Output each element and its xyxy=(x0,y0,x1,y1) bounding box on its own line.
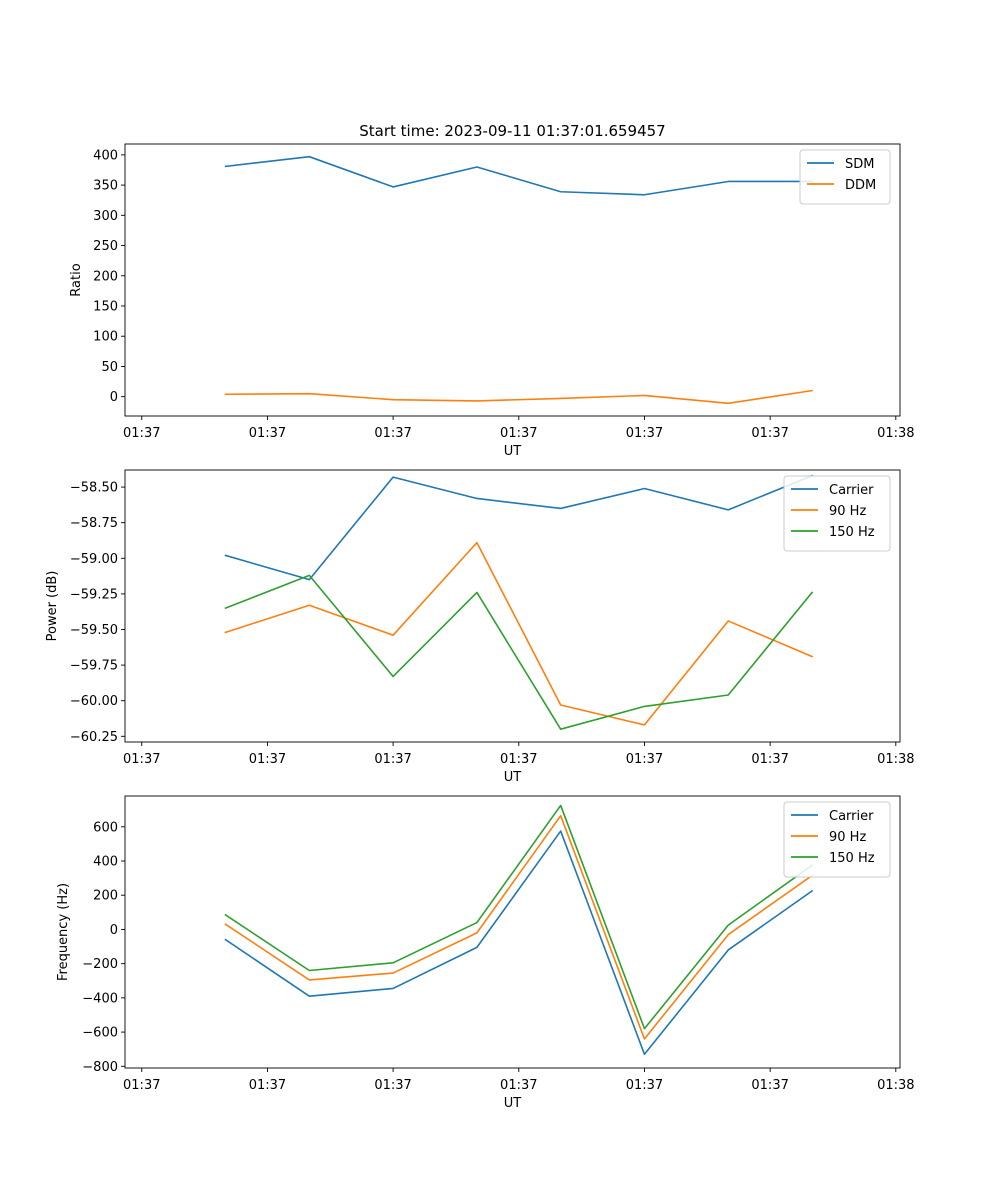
y-tick-label: 350 xyxy=(93,179,118,194)
x-tick-label: 01:37 xyxy=(626,752,663,767)
y-tick-label: −59.00 xyxy=(70,552,118,567)
series-line-carrier xyxy=(224,474,814,581)
x-tick-label: 01:37 xyxy=(626,1078,663,1093)
y-tick-label: −58.75 xyxy=(70,516,118,531)
x-tick-label: 01:37 xyxy=(374,752,411,767)
x-tick-label: 01:38 xyxy=(877,752,914,767)
y-tick-label: 250 xyxy=(93,239,118,254)
x-tick-label: 01:38 xyxy=(877,1078,914,1093)
ratio-chart: 0 50 100 150 200 250 300 350 400 01:37 01:37 01:37 0… xyxy=(69,143,915,459)
figure-title: Start time: 2023-09-11 01:37:01.659457 xyxy=(359,122,665,140)
x-axis-label: UT xyxy=(504,444,522,459)
y-tick-label: 0 xyxy=(110,390,118,405)
legend-label: Carrier xyxy=(829,809,874,824)
series-line-carrier xyxy=(224,830,814,1056)
x-tick-label: 01:37 xyxy=(249,426,286,441)
y-tick-label: −60.25 xyxy=(70,730,118,745)
y-tick-label: 50 xyxy=(101,360,118,375)
legend-label: SDM xyxy=(845,157,874,172)
x-axis-label: UT xyxy=(504,770,522,785)
frequency-chart: −800 −600 −400 −200 0 200 400 600 01:37 01:37 01:3… xyxy=(56,795,915,1111)
y-tick-label: −59.75 xyxy=(70,659,118,674)
x-tick-label: 01:37 xyxy=(751,1078,788,1093)
y-axis-label: Ratio xyxy=(69,263,84,296)
x-tick-label: 01:37 xyxy=(249,1078,286,1093)
legend-label: 150 Hz xyxy=(829,851,875,866)
y-tick-label: 200 xyxy=(93,889,118,904)
y-axis-label: Frequency (Hz) xyxy=(56,883,71,981)
x-tick-label: 01:37 xyxy=(374,1078,411,1093)
y-tick-label: 400 xyxy=(93,855,118,870)
legend-label: DDM xyxy=(845,178,876,193)
x-tick-label: 01:37 xyxy=(123,1078,160,1093)
x-tick-label: 01:37 xyxy=(626,426,663,441)
y-tick-label: −600 xyxy=(82,1026,118,1041)
y-tick-label: −60.00 xyxy=(70,694,118,709)
y-tick-label: −800 xyxy=(82,1060,118,1075)
power-chart: −60.25 −60.00 −59.75 −59.50 −59.25 −59.00 −58.… xyxy=(45,469,915,785)
y-tick-label: 200 xyxy=(93,269,118,284)
y-tick-label: −400 xyxy=(82,991,118,1006)
legend-label: Carrier xyxy=(829,483,874,498)
axes-frame xyxy=(124,143,901,417)
legend-label: 150 Hz xyxy=(829,525,875,540)
y-tick-label: −59.50 xyxy=(70,623,118,638)
series-line-sdm xyxy=(224,155,813,196)
y-axis-label: Power (dB) xyxy=(45,571,60,642)
x-tick-label: 01:37 xyxy=(500,752,537,767)
series-line-90-hz xyxy=(224,541,814,726)
y-tick-label: 150 xyxy=(93,299,118,314)
series-line-ddm xyxy=(224,389,813,405)
axes-frame xyxy=(124,469,901,743)
y-tick-label: 400 xyxy=(93,148,118,163)
x-tick-label: 01:37 xyxy=(374,426,411,441)
y-tick-label: 600 xyxy=(93,820,118,835)
x-tick-label: 01:37 xyxy=(500,1078,537,1093)
x-axis-label: UT xyxy=(504,1096,522,1111)
y-tick-label: −200 xyxy=(82,957,118,972)
legend-box xyxy=(783,475,891,552)
y-tick-label: −59.25 xyxy=(70,587,118,602)
x-tick-label: 01:37 xyxy=(123,752,160,767)
x-tick-label: 01:37 xyxy=(500,426,537,441)
x-tick-label: 01:38 xyxy=(877,426,914,441)
y-tick-label: 300 xyxy=(93,209,118,224)
axes-frame xyxy=(124,795,901,1069)
y-tick-label: 0 xyxy=(110,923,118,938)
series-line-150-hz xyxy=(224,574,814,730)
x-tick-label: 01:37 xyxy=(751,752,788,767)
x-tick-label: 01:37 xyxy=(123,426,160,441)
legend-box xyxy=(783,801,891,878)
legend-label: 90 Hz xyxy=(829,830,866,845)
x-tick-label: 01:37 xyxy=(751,426,788,441)
y-tick-label: −58.50 xyxy=(70,481,118,496)
legend-label: 90 Hz xyxy=(829,504,866,519)
series-line-150-hz xyxy=(224,804,814,1030)
x-tick-label: 01:37 xyxy=(249,752,286,767)
series-line-90-hz xyxy=(224,814,814,1040)
y-tick-label: 100 xyxy=(93,330,118,345)
